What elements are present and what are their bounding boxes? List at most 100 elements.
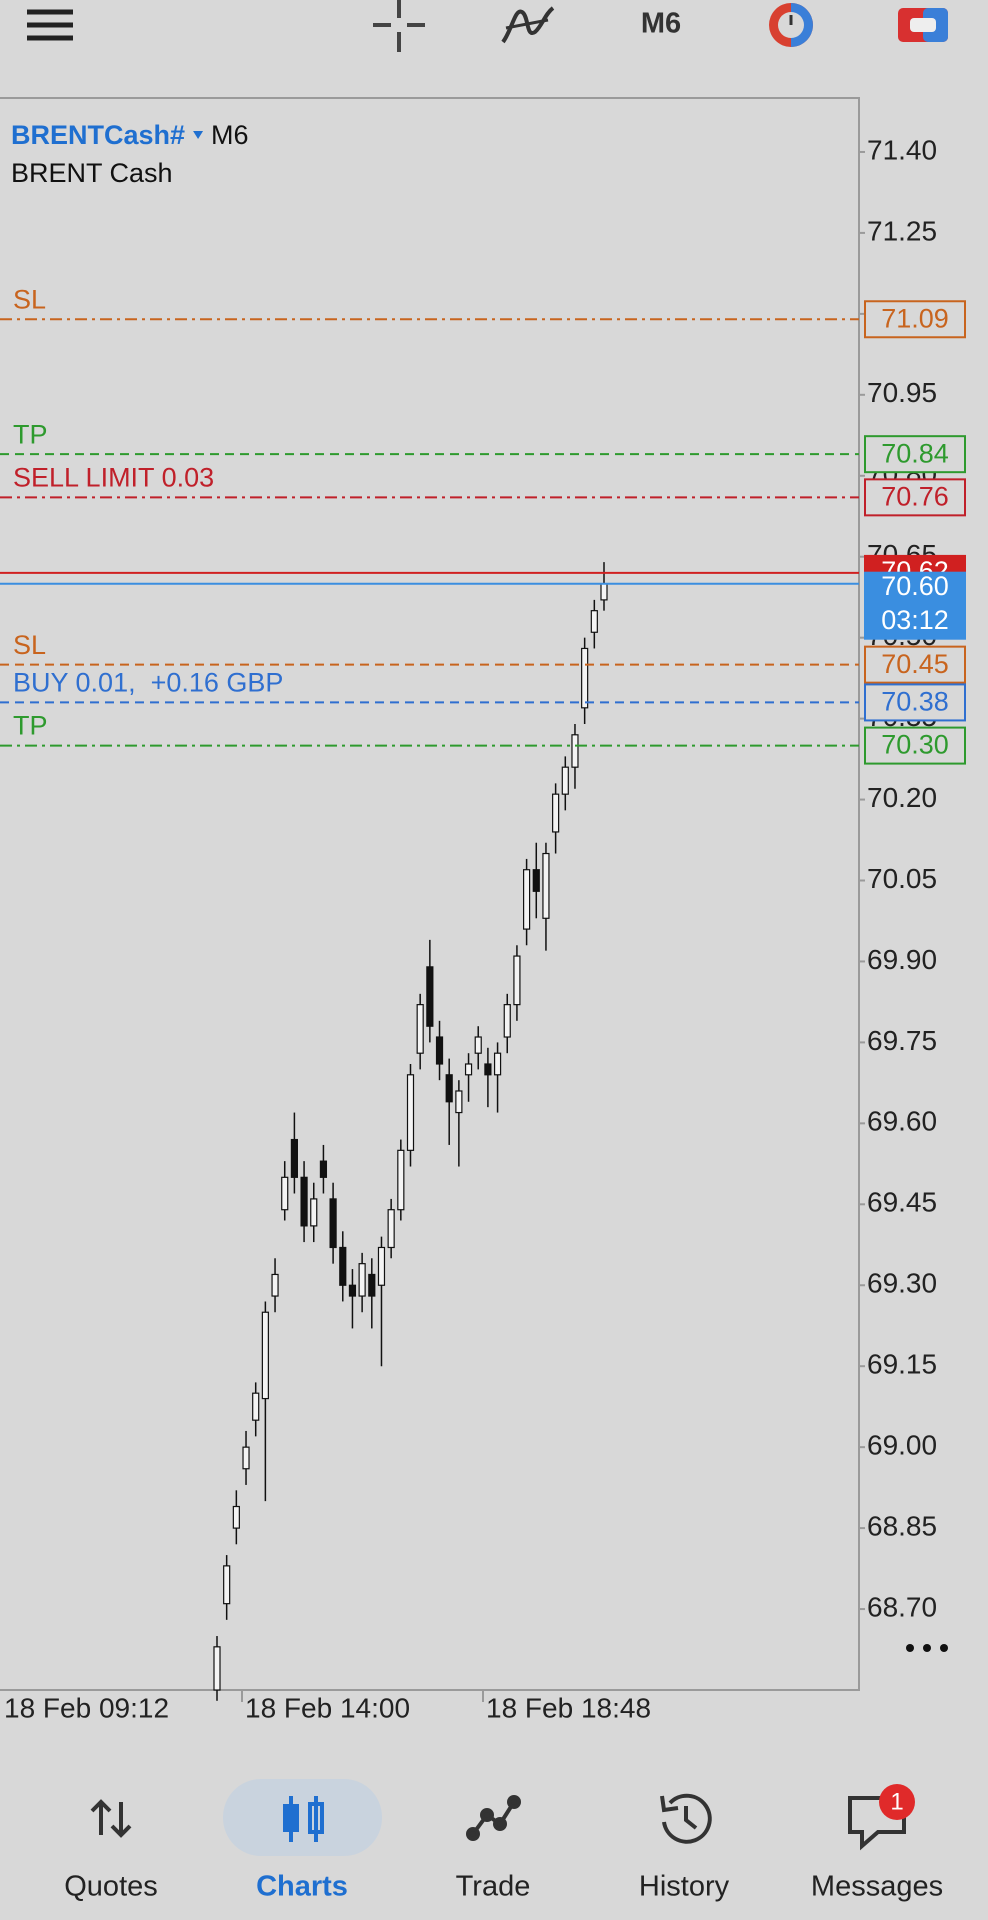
message-badge bbox=[879, 1784, 915, 1820]
y-tick-label: 69.90 bbox=[867, 944, 937, 975]
bar-timer: 03:12 bbox=[881, 605, 949, 635]
clock-button[interactable] bbox=[769, 3, 813, 47]
price-box bbox=[864, 683, 966, 722]
candle-body bbox=[532, 869, 540, 892]
candle-body bbox=[377, 1246, 386, 1286]
trade-button[interactable] bbox=[898, 8, 948, 42]
candle-body bbox=[474, 1036, 482, 1054]
candle-body bbox=[571, 734, 579, 768]
candle-body bbox=[435, 1036, 444, 1065]
badge-count: 1 bbox=[890, 1788, 903, 1815]
y-tick-label: 71.25 bbox=[867, 215, 937, 246]
candle-body bbox=[242, 1446, 250, 1470]
candle-body bbox=[464, 1063, 473, 1076]
candle-body bbox=[590, 610, 598, 633]
candle-body bbox=[513, 955, 521, 1006]
y-tick-label: 71.40 bbox=[867, 134, 937, 165]
hamburger-menu[interactable] bbox=[27, 9, 73, 41]
order-level-label[interactable]: TP bbox=[13, 419, 48, 449]
symbol-timeframe: M6 bbox=[211, 120, 249, 150]
order-level-label[interactable]: SL bbox=[13, 284, 46, 314]
candle-body bbox=[213, 1646, 221, 1691]
candle-body bbox=[290, 1138, 298, 1178]
candle-body bbox=[552, 793, 560, 833]
candle-body bbox=[329, 1198, 337, 1249]
candle-body bbox=[271, 1273, 279, 1297]
symbol-description: BRENT Cash bbox=[11, 158, 173, 188]
symbol-name[interactable]: BRENTCash# bbox=[11, 120, 185, 150]
bottom-nav: Quotes Charts Trade History Messages bbox=[64, 1871, 943, 1903]
price-box bbox=[864, 435, 966, 474]
candle-body bbox=[581, 647, 589, 709]
candle-body bbox=[319, 1160, 328, 1178]
nav-tab-label[interactable]: History bbox=[639, 1871, 730, 1903]
y-tick-label: 68.70 bbox=[867, 1591, 937, 1622]
nav-tab-label[interactable]: Messages bbox=[811, 1871, 943, 1903]
y-tick-label: 69.75 bbox=[867, 1025, 937, 1056]
candle-body bbox=[484, 1063, 492, 1076]
charts-icon bbox=[283, 1796, 324, 1842]
candle-body bbox=[426, 966, 434, 1027]
quotes-icon bbox=[90, 1799, 132, 1838]
nav-tab-label[interactable]: Charts bbox=[256, 1871, 348, 1903]
chart-frame bbox=[0, 97, 860, 1691]
price-box bbox=[864, 478, 966, 517]
y-tick-label: 69.60 bbox=[867, 1106, 937, 1137]
candle-body bbox=[232, 1505, 240, 1529]
candle-body bbox=[503, 1004, 511, 1038]
symbol-dropdown-arrow[interactable] bbox=[193, 131, 204, 139]
y-tick-label: 69.45 bbox=[867, 1187, 937, 1218]
price-box bbox=[864, 726, 966, 765]
price-box-label: 70.84 bbox=[881, 438, 949, 468]
nav-tab-label[interactable]: Quotes bbox=[64, 1871, 158, 1903]
y-tick-label: 69.30 bbox=[867, 1268, 937, 1299]
bid-box-label: 70.60 bbox=[881, 571, 949, 601]
nav-tab-label[interactable]: Trade bbox=[456, 1871, 531, 1903]
price-box-label: 70.38 bbox=[881, 687, 949, 717]
candle-body bbox=[368, 1273, 376, 1297]
candle-body bbox=[252, 1392, 260, 1421]
candle-body bbox=[310, 1198, 318, 1227]
indicators-button[interactable] bbox=[501, 6, 555, 44]
price-box-label: 70.45 bbox=[881, 649, 949, 679]
candle-body bbox=[493, 1052, 502, 1076]
candle-body bbox=[406, 1074, 415, 1151]
order-level-label[interactable]: SL bbox=[13, 630, 46, 660]
candle-body bbox=[358, 1263, 366, 1297]
candle-body bbox=[300, 1176, 308, 1227]
candle-body bbox=[397, 1149, 405, 1211]
more-button[interactable] bbox=[906, 1644, 948, 1652]
history-icon bbox=[660, 1793, 712, 1844]
candle-body bbox=[416, 1004, 424, 1054]
candle-body bbox=[348, 1284, 357, 1297]
plot: 71.4071.2571.1070.9570.8070.6570.5070.35… bbox=[0, 134, 966, 1723]
candle-body bbox=[600, 583, 608, 601]
candle-body bbox=[445, 1074, 453, 1103]
candle-body bbox=[387, 1209, 395, 1249]
y-tick-label: 69.15 bbox=[867, 1349, 937, 1380]
candle-body bbox=[455, 1090, 463, 1114]
y-tick-label: 70.05 bbox=[867, 863, 937, 894]
y-tick-label: 70.20 bbox=[867, 782, 937, 813]
trade-icon bbox=[466, 1795, 521, 1841]
price-box bbox=[864, 300, 966, 339]
candle-body bbox=[281, 1176, 289, 1211]
candle-body bbox=[339, 1246, 347, 1286]
y-tick-label: 68.85 bbox=[867, 1510, 937, 1541]
order-level-label[interactable]: BUY 0.01, +0.16 GBP bbox=[13, 668, 283, 698]
candle-body bbox=[561, 766, 569, 795]
timeframe-button[interactable]: M6 bbox=[641, 8, 681, 40]
active-tab-pill bbox=[223, 1779, 382, 1856]
candle-body bbox=[542, 852, 550, 919]
x-tick-label: 18 Feb 18:48 bbox=[486, 1692, 651, 1723]
x-tick-label: 18 Feb 09:12 bbox=[4, 1692, 169, 1723]
y-tick-label: 69.00 bbox=[867, 1430, 937, 1461]
x-tick-label: 18 Feb 14:00 bbox=[245, 1692, 410, 1723]
order-level-label[interactable]: SELL LIMIT 0.03 bbox=[13, 462, 214, 492]
price-box-label: 71.09 bbox=[881, 303, 949, 333]
order-level-label[interactable]: TP bbox=[13, 711, 48, 741]
candle-body bbox=[522, 869, 531, 930]
crosshair-button[interactable] bbox=[373, 0, 425, 52]
